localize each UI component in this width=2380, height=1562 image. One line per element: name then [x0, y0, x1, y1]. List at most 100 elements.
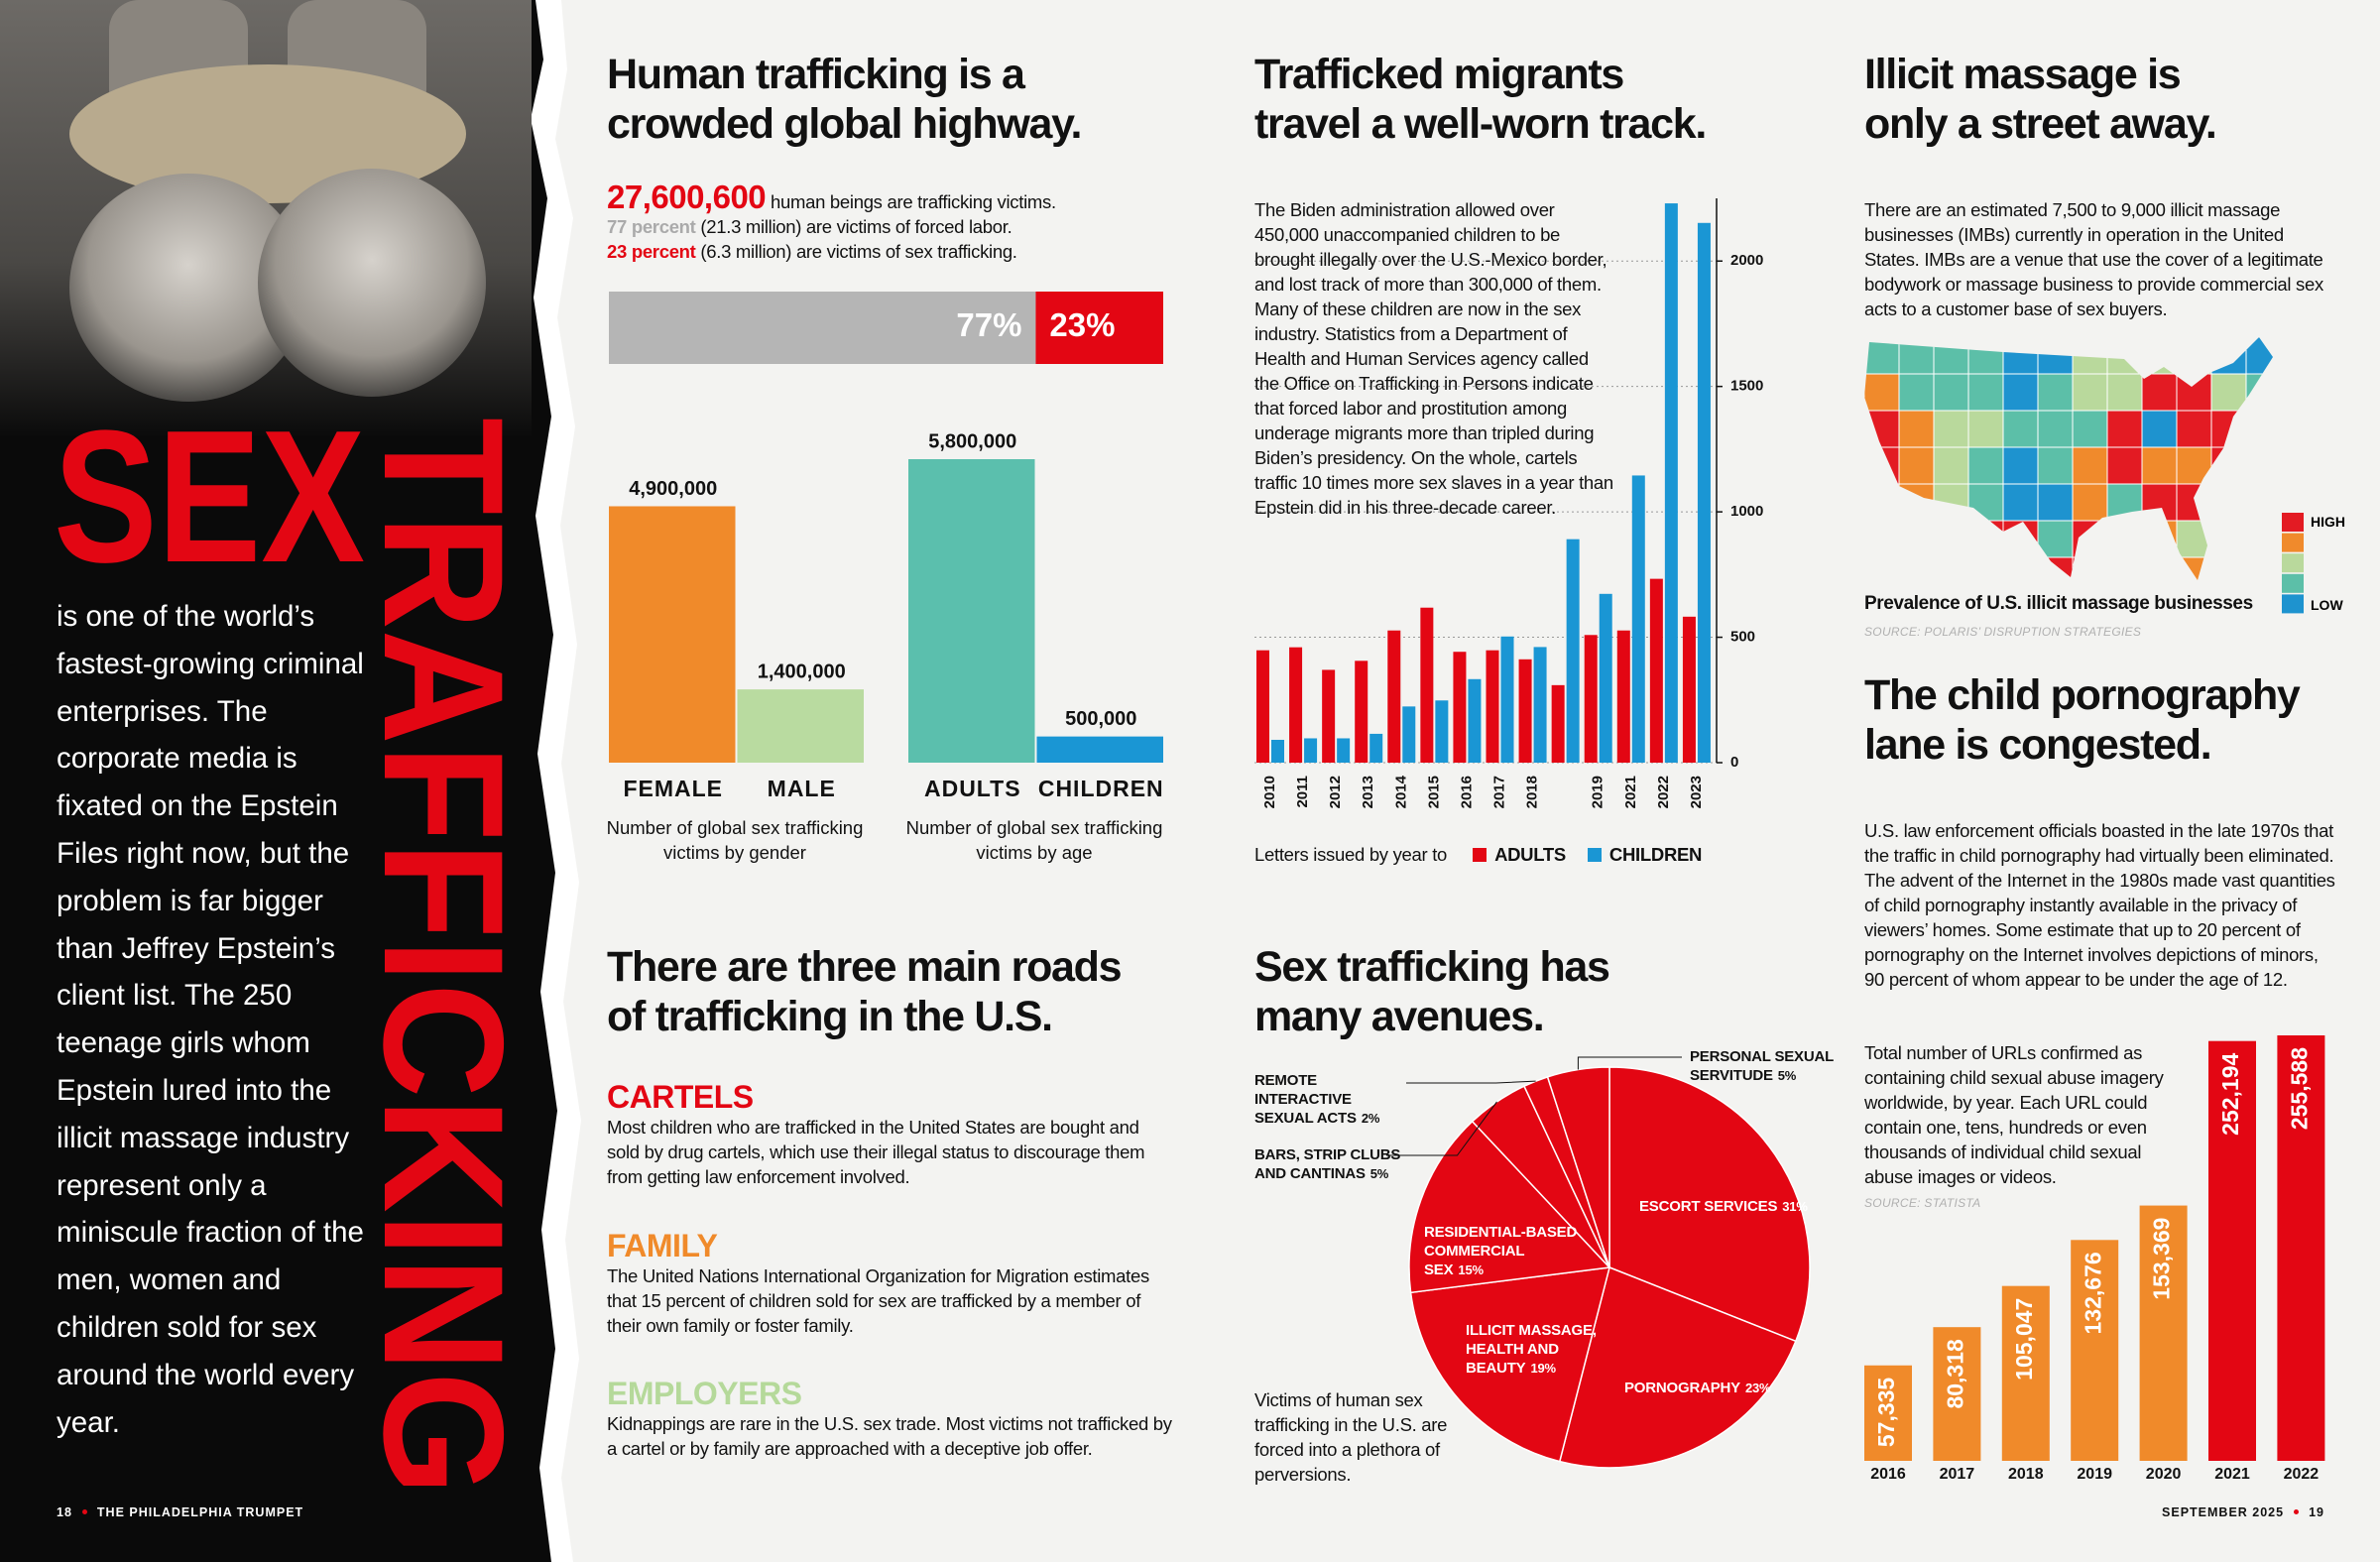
x-tick-label: MALE [768, 776, 836, 801]
state [2176, 410, 2212, 448]
x-tick-label: ADULTS [924, 776, 1021, 801]
pie-label-name: PERSONAL SEXUAL SERVITUDE [1690, 1048, 1834, 1084]
pie-label: RESIDENTIAL-BASED COMMERCIAL SEX 15% [1424, 1223, 1583, 1279]
bar [1468, 678, 1482, 763]
bar [1453, 652, 1467, 763]
state [2072, 483, 2108, 522]
bar [1933, 1327, 1981, 1461]
heading-line: only a street away. [1864, 100, 2217, 148]
y-tick-label: 1000 [1730, 503, 1763, 520]
x-tick-label: 2014 [1392, 775, 1409, 808]
bar [1551, 684, 1565, 763]
legend-swatch [2282, 533, 2304, 552]
x-tick-label: FEMALE [623, 776, 723, 801]
pie-label-name: ILLICIT MASSAGE, HEALTH AND BEAUTY [1466, 1322, 1597, 1377]
bar [2277, 1035, 2325, 1461]
bar [1864, 1365, 1912, 1461]
pie-label-name: BARS, STRIP CLUBS AND CANTINAS [1254, 1146, 1401, 1182]
separator [2294, 1509, 2300, 1515]
road-title: FAMILY [607, 1228, 718, 1263]
chart-text: Total number of URLs confirmed as contai… [1864, 1042, 2164, 1187]
footer-left: 18 THE PHILADELPHIA TRUMPET [57, 1505, 303, 1519]
chart-caption: Number of global sex trafficking victims… [606, 817, 864, 863]
value-label: 1,400,000 [758, 661, 846, 682]
legend-swatch [2282, 594, 2304, 614]
y-tick-label: 0 [1730, 754, 1738, 771]
pie-label: ESCORT SERVICES 31% [1639, 1197, 1828, 1216]
leader-line [1406, 1080, 1536, 1084]
heading-line: Sex trafficking has [1254, 943, 1610, 991]
bar [1271, 739, 1284, 763]
heading: Sex trafficking has many avenues. [1254, 942, 1610, 1041]
bar [737, 689, 864, 763]
state [2141, 446, 2178, 485]
state [2002, 446, 2039, 485]
stat-text: (6.3 million) are victims of sex traffic… [700, 241, 1017, 262]
bar [1387, 630, 1401, 763]
bar [2139, 1205, 2188, 1461]
state [2106, 410, 2143, 448]
pie-label-value: 23% [1744, 1381, 1771, 1395]
pie-label-value: 2% [1361, 1111, 1380, 1126]
chart-caption: Number of global sex trafficking victims… [905, 817, 1163, 863]
pie-label-name: REMOTE INTERACTIVE SEXUAL ACTS [1254, 1072, 1357, 1127]
pie-slice [1546, 1066, 1610, 1268]
pie-slice [1558, 1265, 1797, 1469]
issue-date: SEPTEMBER 2025 [2162, 1505, 2285, 1519]
stats: 27,600,600 human beings are trafficking … [607, 180, 1182, 264]
pie-slice [1408, 1120, 1611, 1294]
migrants-body: The Biden administration allowed over 45… [1254, 199, 1613, 518]
bar [1289, 647, 1303, 763]
heading-line: Human trafficking is a [607, 51, 1025, 98]
pie-label-value: 19% [1530, 1361, 1556, 1376]
heading-line: lane is congested. [1864, 721, 2212, 769]
legend-swatch [1587, 848, 1602, 862]
state [1898, 410, 1935, 448]
heading-line: of trafficking in the U.S. [607, 993, 1053, 1040]
heading: Trafficked migrants travel a well-worn tr… [1254, 50, 1707, 149]
folio: 18 [57, 1505, 72, 1519]
stat-number: 27,600,600 [607, 179, 767, 215]
x-tick-label: 2016 [1458, 776, 1475, 808]
bar [1402, 706, 1416, 763]
rope [69, 64, 466, 203]
value-label: 57,335 [1873, 1378, 1899, 1448]
road-title: CARTELS [607, 1079, 754, 1115]
footer-right: SEPTEMBER 2025 19 [2162, 1505, 2324, 1519]
bar [1664, 203, 1678, 763]
y-tick-label: 500 [1730, 629, 1755, 646]
value-label: 132,676 [2080, 1252, 2105, 1334]
heading: Human trafficking is a crowded global hig… [607, 50, 1082, 149]
bar [1435, 700, 1449, 763]
value-label: 23% [1049, 306, 1115, 343]
state [1967, 410, 2004, 448]
state [2106, 373, 2143, 412]
pie-label: PERSONAL SEXUAL SERVITUDE 5% [1690, 1047, 1839, 1085]
pie-label-value: 5% [1369, 1166, 1389, 1181]
pie-label: ILLICIT MASSAGE, HEALTH AND BEAUTY 19% [1466, 1321, 1614, 1378]
separator [81, 1509, 87, 1515]
stat-text: human beings are trafficking victims. [771, 191, 1056, 212]
bar [1649, 578, 1663, 763]
bar [1322, 669, 1336, 763]
x-tick-label: 2021 [1622, 776, 1639, 808]
pie-label-name: ESCORT SERVICES [1639, 1198, 1778, 1215]
pie-slice [1608, 1066, 1811, 1343]
fist [258, 169, 486, 397]
state [2037, 446, 2074, 485]
chart-source: SOURCE: STATISTA [1864, 1196, 1981, 1210]
heading: There are three main roads of trafficking… [607, 942, 1123, 1041]
pie-label: REMOTE INTERACTIVE SEXUAL ACTS 2% [1254, 1071, 1413, 1128]
bar [1682, 616, 1696, 763]
x-tick-label: 2011 [1294, 776, 1311, 808]
legend-title: Letters issued by year to [1254, 844, 1448, 865]
x-tick-label: 2018 [2008, 1466, 2044, 1483]
x-tick-label: 2019 [1590, 776, 1606, 808]
state [2037, 483, 2074, 522]
value-label: 255,588 [2286, 1047, 2312, 1130]
x-tick-label: 2021 [2214, 1466, 2250, 1483]
stat-pct: 77 percent [607, 216, 696, 237]
pie-slice [1409, 1266, 1611, 1463]
x-tick-label: 2022 [1655, 776, 1672, 808]
